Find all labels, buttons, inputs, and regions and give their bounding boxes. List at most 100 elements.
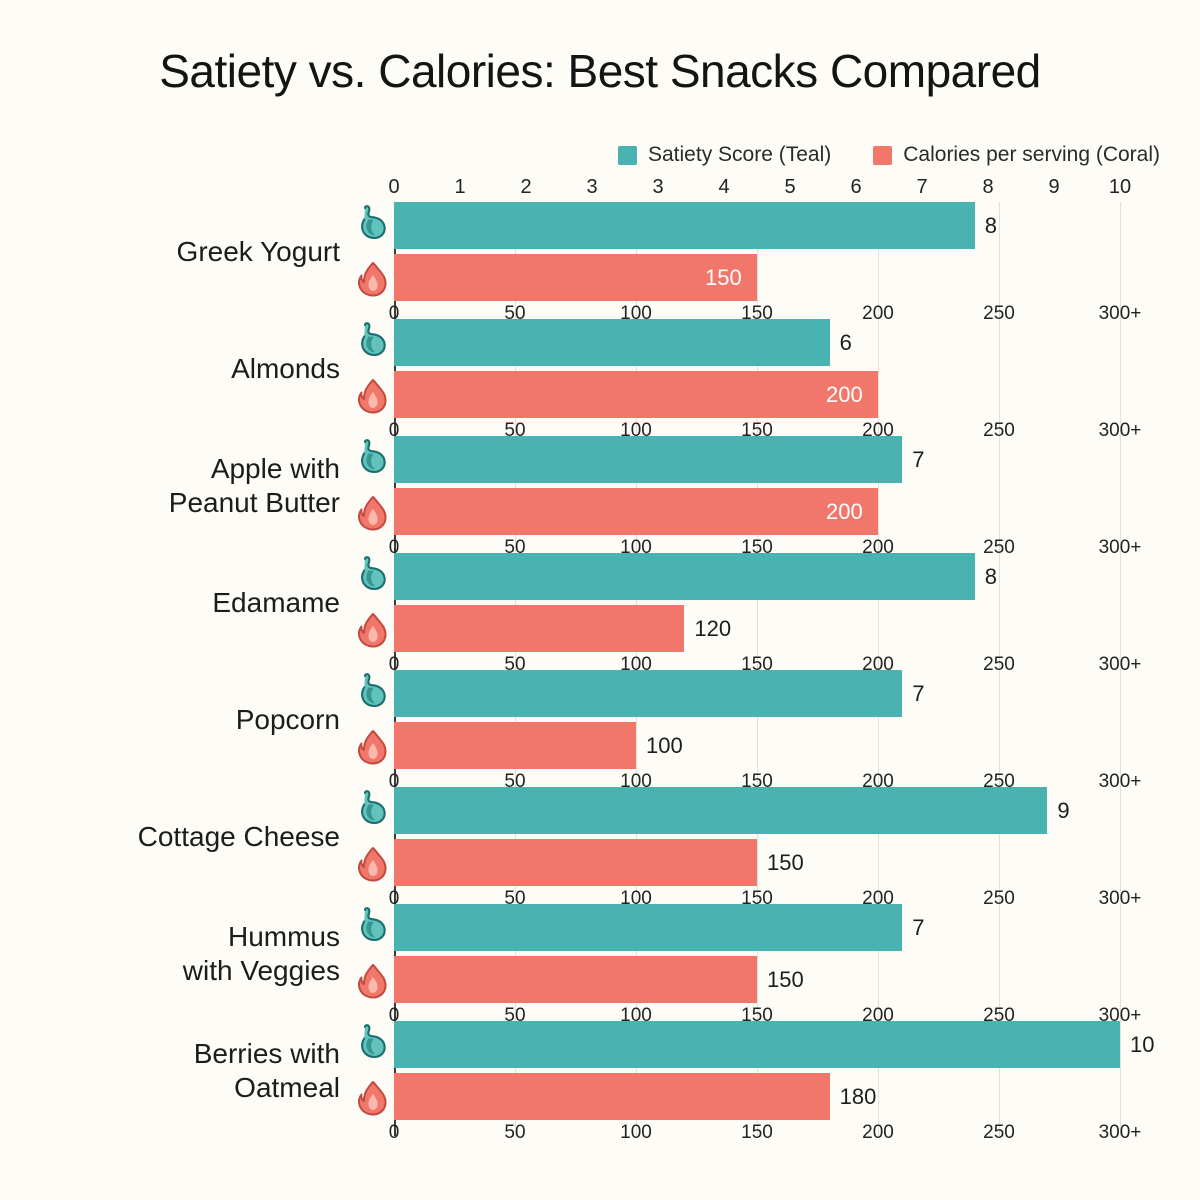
calories-tick-label: 100	[620, 654, 652, 675]
satiety-tick-label: 8	[982, 176, 994, 198]
stomach-icon	[356, 321, 390, 357]
page-title: Satiety vs. Calories: Best Snacks Compar…	[159, 45, 1041, 97]
calories-bar[interactable]	[394, 956, 757, 1003]
calories-tick-label: 300+	[1098, 771, 1142, 792]
satiety-bar[interactable]	[394, 436, 903, 483]
calories-axis: 0 50 100 150 200 250 300+	[389, 303, 1142, 324]
calories-tick-label: 300+	[1098, 420, 1142, 441]
calories-tick-label: 200	[862, 537, 894, 558]
legend-item[interactable]: Calories per serving (Coral)	[873, 143, 1160, 167]
calories-bar-track: 150	[394, 254, 1120, 301]
calories-tick-label: 0	[388, 771, 400, 792]
row-head: Greek Yogurt	[40, 202, 394, 301]
calories-value-label: 200	[826, 498, 863, 524]
satiety-value-label: 9	[1057, 797, 1070, 823]
calories-bar[interactable]	[394, 254, 757, 301]
row-category-label: Edamame	[212, 586, 340, 618]
calories-tick-label: 0	[388, 888, 400, 909]
flame-icon	[357, 846, 389, 882]
satiety-bar[interactable]	[394, 787, 1048, 834]
flame-icon	[357, 495, 389, 531]
calories-tick-label: 200	[862, 888, 894, 909]
calories-value-label: 150	[705, 264, 742, 290]
calories-bar-track: 120	[394, 605, 1120, 652]
calories-bar-track: 150	[394, 956, 1120, 1003]
calories-bar-track: 200	[394, 488, 1120, 535]
satiety-value-label: 6	[839, 329, 852, 355]
legend-swatch-satiety	[618, 145, 637, 165]
calories-tick-label: 300+	[1098, 654, 1142, 675]
satiety-bar[interactable]	[394, 319, 830, 366]
calories-tick-label: 200	[862, 654, 894, 675]
satiety-bar[interactable]	[394, 1021, 1120, 1068]
satiety-value-label: 7	[912, 914, 925, 940]
calories-bar[interactable]	[394, 1073, 830, 1120]
stomach-icon	[356, 204, 390, 240]
chart-row: Apple with Peanut Butter 7 200 0 50 100 150 200…	[169, 436, 1141, 558]
calories-tick-label: 50	[504, 1122, 526, 1143]
calories-tick-label: 0	[388, 420, 400, 441]
flame-icon	[357, 378, 389, 414]
satiety-tick-label: 3	[586, 176, 598, 198]
calories-tick-label: 200	[862, 303, 894, 324]
satiety-bar[interactable]	[394, 553, 975, 600]
calories-value-label: 120	[694, 615, 732, 641]
calories-value-label: 180	[839, 1083, 877, 1109]
satiety-tick-label: 7	[916, 176, 928, 198]
calories-tick-label: 50	[504, 1005, 526, 1026]
calories-tick-label: 0	[388, 1122, 400, 1143]
satiety-bar[interactable]	[394, 670, 903, 717]
calories-axis: 0 50 100 150 200 250 300+	[389, 888, 1142, 909]
calories-bar[interactable]	[394, 839, 757, 886]
calories-bar[interactable]	[394, 722, 636, 769]
satiety-value-label: 10	[1130, 1031, 1155, 1057]
calories-tick-label: 300+	[1098, 1122, 1142, 1143]
flame-icon	[357, 261, 389, 297]
legend-label: Satiety Score (Teal)	[648, 143, 832, 166]
row-icons	[352, 904, 394, 1003]
satiety-value-label: 8	[984, 212, 998, 238]
chart-row: Hummus with Veggies 7 150 0 50 100 150 200 250 30…	[183, 904, 1141, 1026]
calories-tick-label: 150	[741, 1122, 773, 1143]
calories-bar[interactable]	[394, 371, 878, 418]
calories-bar-track: 150	[394, 839, 1120, 886]
row-icons	[352, 436, 394, 535]
row-category-label: Popcorn	[235, 703, 340, 735]
chart-legend: Satiety Score (Teal) Calories per serving…	[618, 143, 1160, 167]
row-icons	[352, 1021, 394, 1120]
calories-tick-label: 300+	[1098, 303, 1142, 324]
calories-tick-label: 200	[862, 771, 894, 792]
calories-bar-track: 180	[394, 1073, 1120, 1120]
calories-tick-label: 100	[620, 1122, 652, 1143]
calories-value-label: 150	[767, 849, 804, 875]
bar-rows: Greek Yogurt 8 150 0 50 100 150 200 250 300+ Almon…	[138, 202, 1154, 1143]
calories-axis: 0 50 100 150 200 250 300+	[389, 420, 1142, 441]
legend-item[interactable]: Satiety Score (Teal)	[618, 143, 831, 167]
flame-icon	[357, 729, 389, 765]
stomach-icon	[356, 906, 390, 942]
calories-bar-track: 200	[394, 371, 1120, 418]
calories-tick-label: 0	[388, 303, 400, 324]
satiety-bar[interactable]	[394, 202, 975, 249]
calories-tick-label: 250	[983, 771, 1015, 792]
calories-tick-label: 250	[983, 654, 1015, 675]
calories-tick-label: 300+	[1098, 537, 1142, 558]
row-head: Hummus with Veggies	[40, 904, 394, 1003]
calories-bar[interactable]	[394, 488, 878, 535]
satiety-tick-label: 4	[718, 176, 730, 198]
satiety-bar[interactable]	[394, 904, 903, 951]
calories-tick-label: 50	[504, 888, 526, 909]
flame-icon	[357, 612, 389, 648]
calories-tick-label: 50	[504, 771, 526, 792]
satiety-tick-label: 3	[652, 176, 664, 198]
calories-tick-label: 200	[862, 420, 894, 441]
row-head: Popcorn	[40, 670, 394, 769]
satiety-value-label: 7	[912, 680, 925, 706]
stomach-icon	[356, 1023, 390, 1059]
calories-tick-label: 0	[388, 654, 400, 675]
satiety-bar-track: 10	[394, 1021, 1154, 1068]
calories-tick-label: 50	[504, 537, 526, 558]
calories-bar[interactable]	[394, 605, 685, 652]
row-icons	[352, 202, 394, 301]
flame-icon	[357, 1080, 389, 1116]
